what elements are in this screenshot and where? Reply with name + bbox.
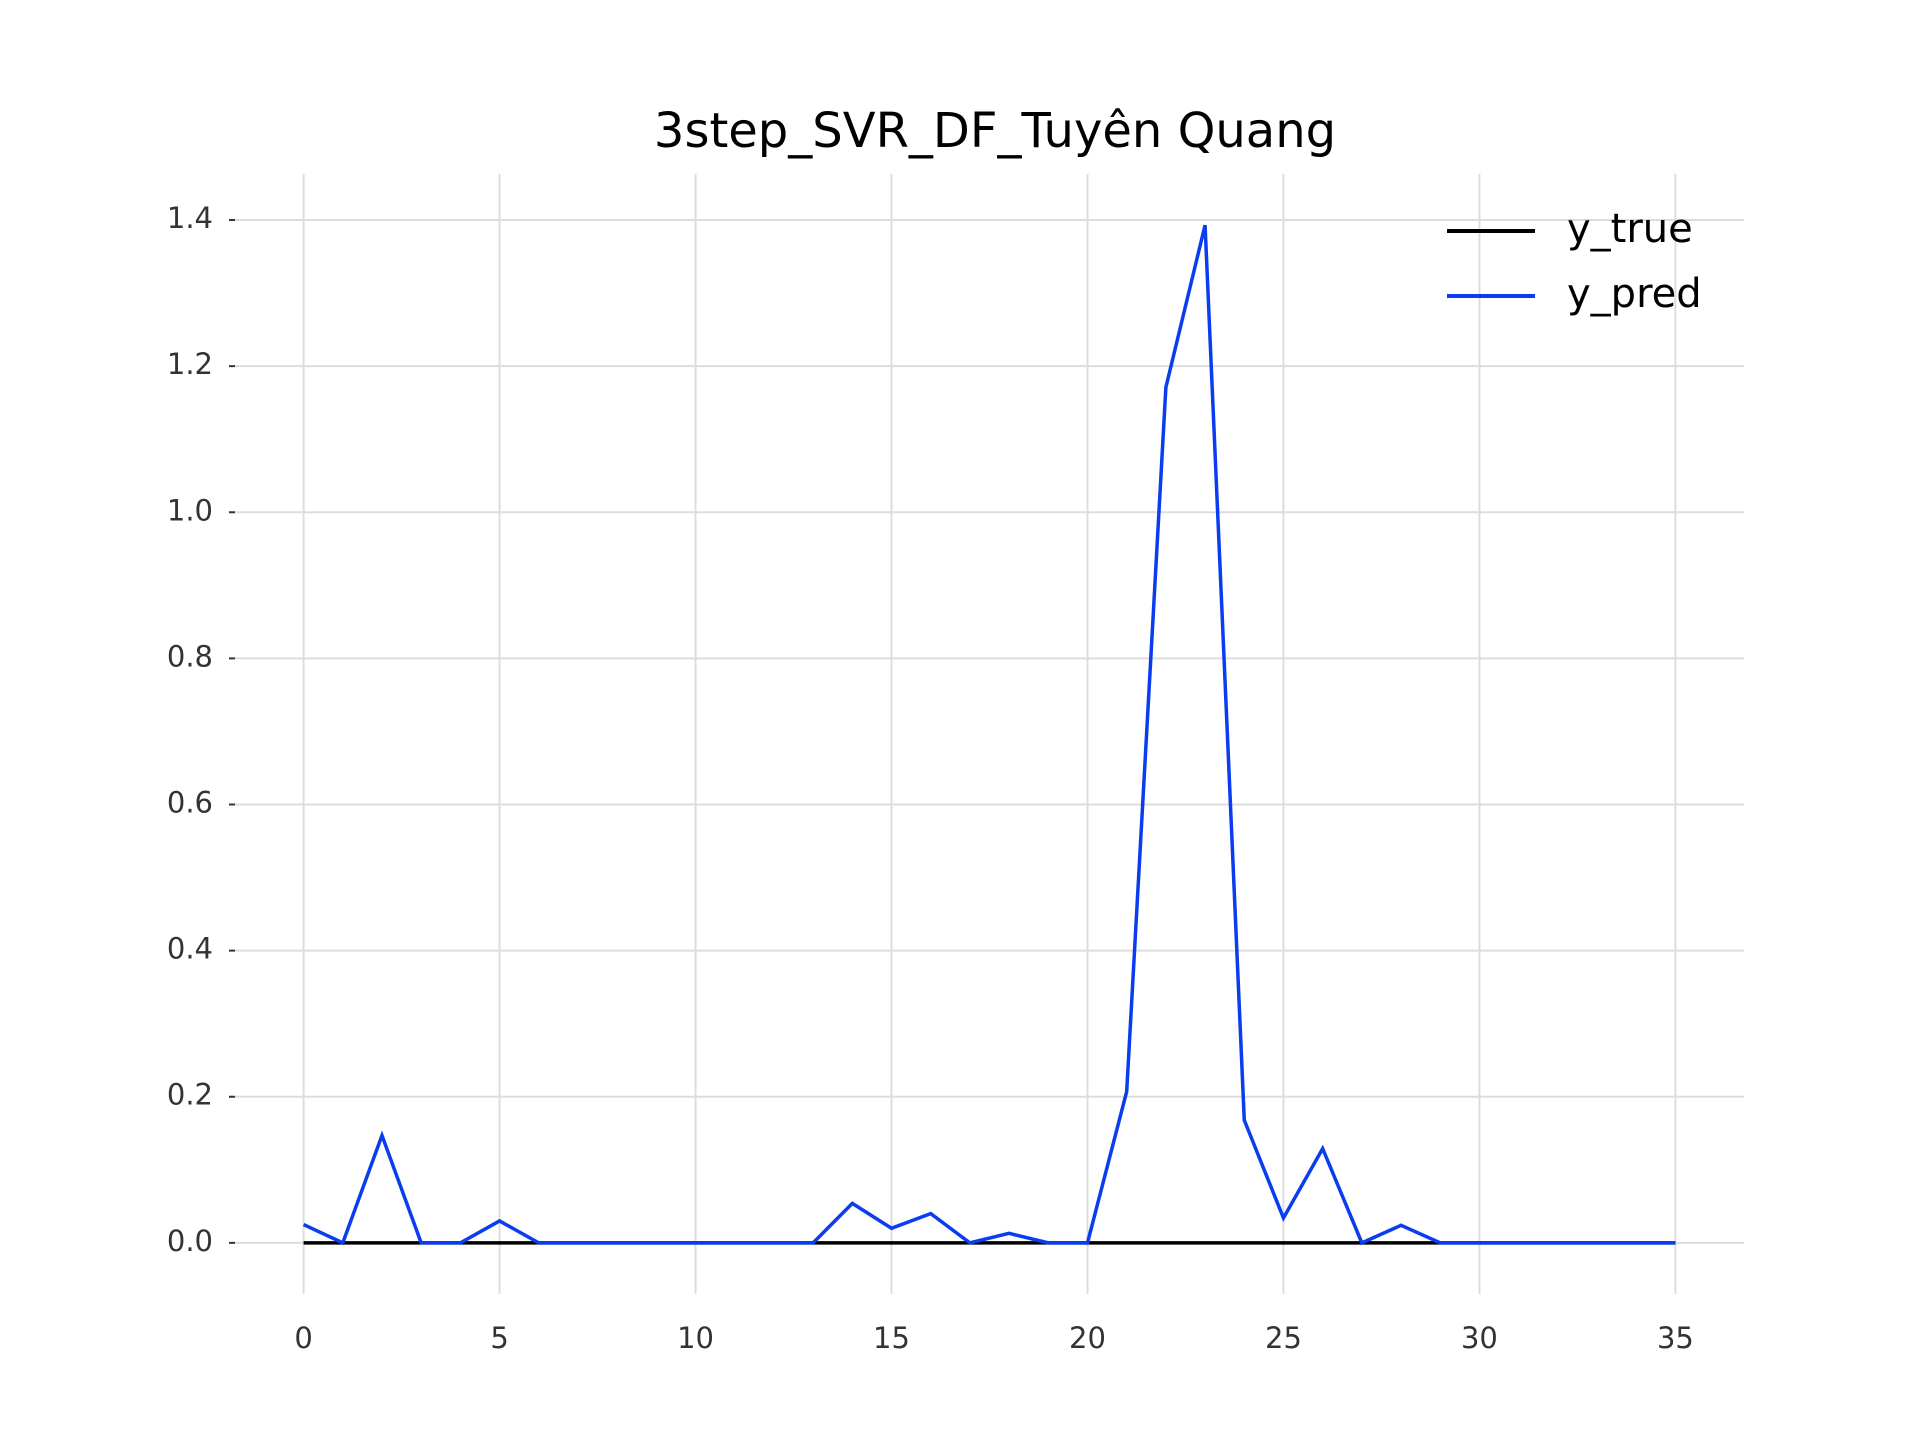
chart-title: 3step_SVR_DF_Tuyên Quang xyxy=(654,103,1336,159)
y-tick-label: 1.4 xyxy=(167,201,213,235)
y-tick-label: 0.6 xyxy=(167,786,213,820)
x-tick-label: 35 xyxy=(1657,1321,1694,1355)
y-tick-label: 0.0 xyxy=(167,1224,213,1258)
x-tick-label: 15 xyxy=(873,1321,910,1355)
line-series xyxy=(302,224,1676,1246)
y-tick-label: 1.2 xyxy=(167,347,213,381)
y-tick-label: 1.0 xyxy=(167,493,213,527)
y-tick-label: 0.2 xyxy=(167,1078,213,1112)
x-tick-label: 5 xyxy=(490,1321,508,1355)
x-tick-label: 0 xyxy=(294,1321,312,1355)
y-tick-label: 0.4 xyxy=(167,932,213,966)
x-tick-label: 30 xyxy=(1461,1321,1498,1355)
x-tick-label: 10 xyxy=(677,1321,714,1355)
x-tick-label: 20 xyxy=(1069,1321,1106,1355)
legend-label: y_pred xyxy=(1567,271,1702,317)
legend-label: y_true xyxy=(1567,206,1693,252)
x-tick-label: 25 xyxy=(1265,1321,1302,1355)
y-tick-label: 0.8 xyxy=(167,639,213,673)
